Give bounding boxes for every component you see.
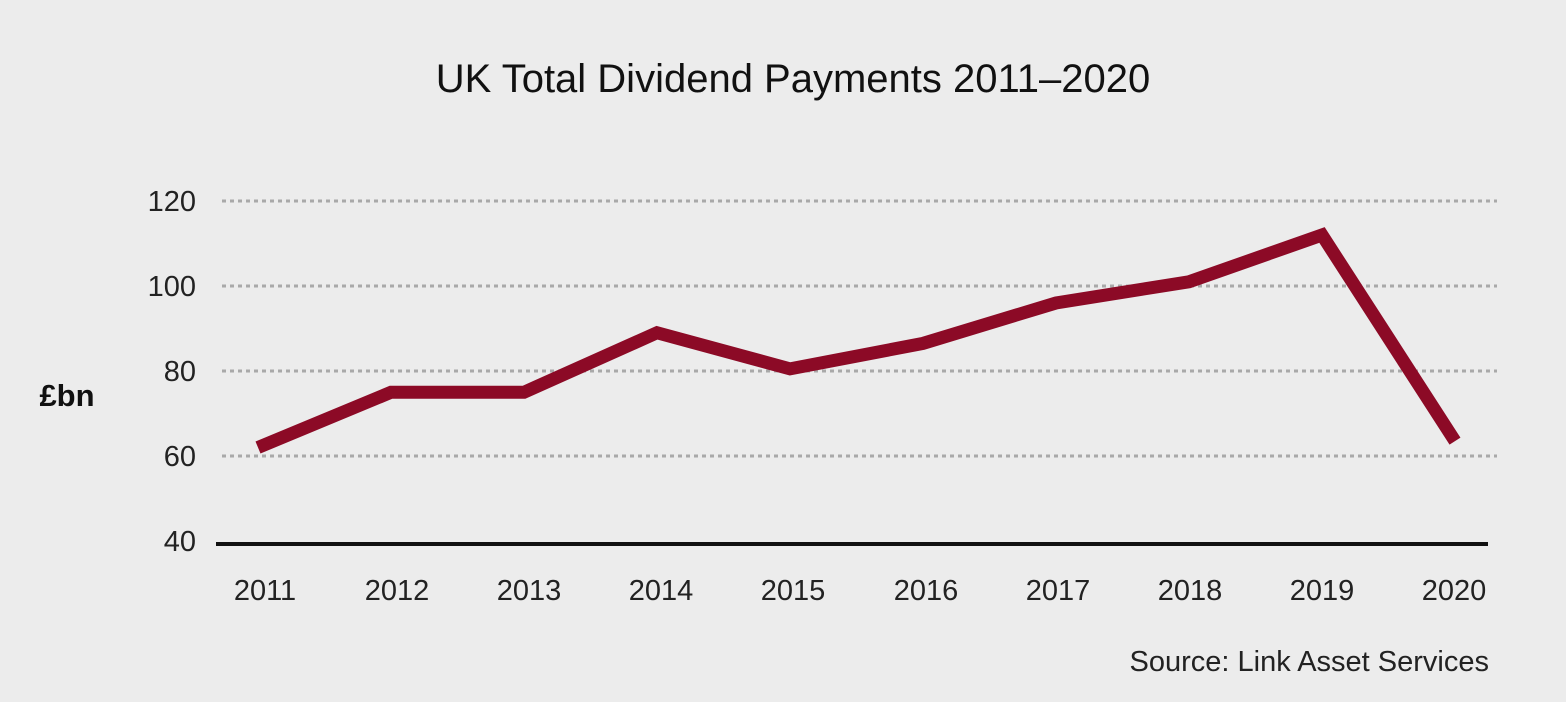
x-tick-label: 2017 — [1026, 575, 1091, 607]
x-tick-label: 2020 — [1422, 575, 1487, 607]
x-tick-label: 2011 — [234, 575, 296, 607]
data-point — [1321, 234, 1323, 236]
x-tick-label: 2015 — [761, 575, 826, 607]
data-point — [1055, 302, 1057, 304]
chart-title: UK Total Dividend Payments 2011–2020 — [436, 57, 1151, 101]
x-axis-ticks: 2011 2012 2013 2014 2015 2016 2017 2018 2019 2020 — [234, 575, 1486, 607]
y-tick-label: 120 — [148, 186, 196, 218]
data-point — [1454, 440, 1456, 442]
x-tick-label: 2013 — [497, 575, 562, 607]
data-point — [656, 332, 658, 334]
data-point — [523, 391, 525, 393]
series-line — [255, 227, 1461, 454]
x-tick-label: 2014 — [629, 575, 694, 607]
x-tick-label: 2016 — [894, 575, 959, 607]
source-note: Source: Link Asset Services — [1130, 646, 1489, 678]
data-point — [922, 342, 924, 344]
y-axis-label: £bn — [39, 378, 94, 413]
data-point — [390, 391, 392, 393]
data-point — [789, 368, 791, 370]
y-axis-ticks: 40 60 80 100 120 — [148, 186, 196, 558]
y-tick-label: 60 — [164, 441, 196, 473]
series-layer — [255, 227, 1461, 454]
y-tick-label: 100 — [148, 271, 196, 303]
data-point — [257, 447, 259, 449]
x-tick-label: 2018 — [1158, 575, 1223, 607]
x-tick-label: 2019 — [1290, 575, 1355, 607]
data-point — [1188, 281, 1190, 283]
y-tick-label: 80 — [164, 356, 196, 388]
y-tick-label: 40 — [164, 526, 196, 558]
x-tick-label: 2012 — [365, 575, 430, 607]
